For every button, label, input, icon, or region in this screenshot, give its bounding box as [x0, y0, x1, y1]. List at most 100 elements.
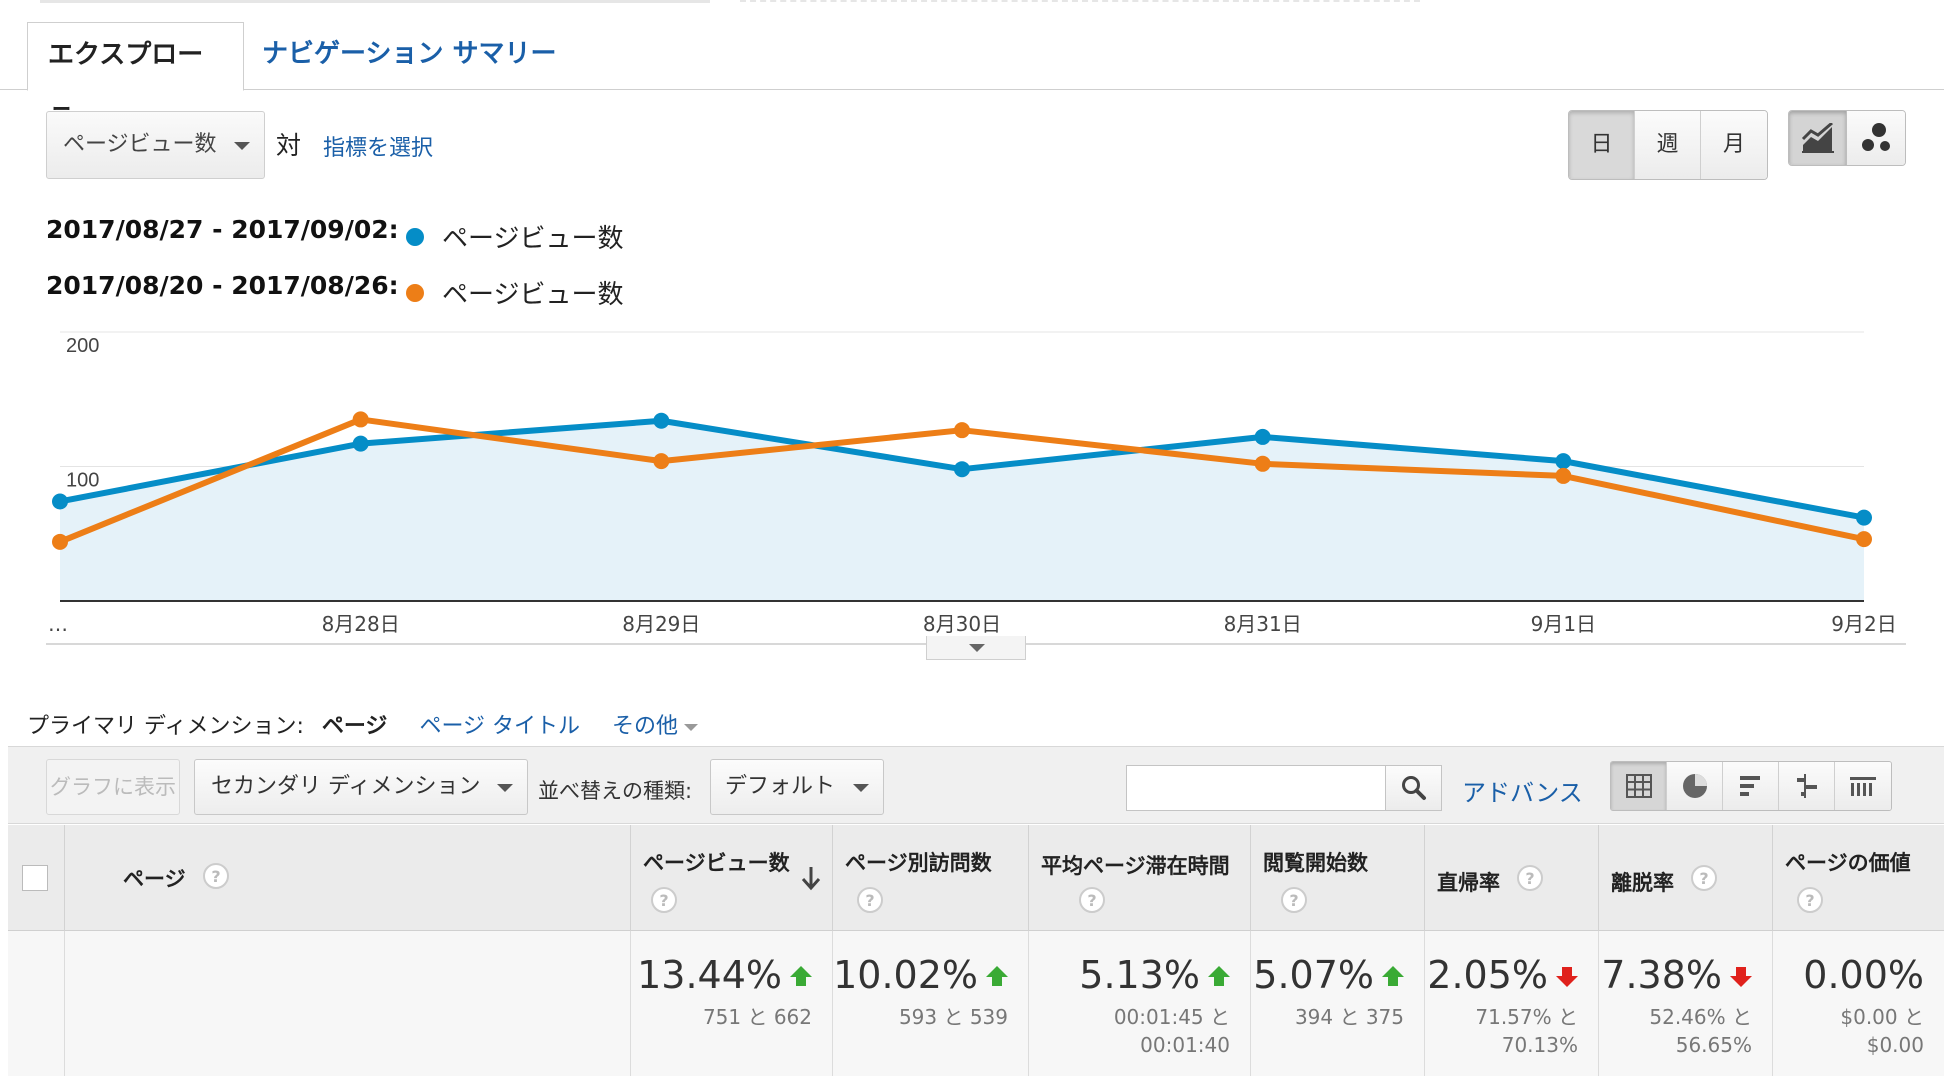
summary-page-value: 0.00% $0.00 と $0.00 — [1772, 931, 1944, 1076]
primary-dimension-page[interactable]: ページ — [321, 714, 388, 739]
primary-metric-label: ページビュー数 — [63, 132, 217, 157]
summary-page-cell — [64, 931, 630, 1076]
header-pageviews[interactable]: ページビュー数 ? — [630, 825, 832, 931]
header-entrances[interactable]: 閲覧開始数 ? — [1250, 825, 1424, 931]
motion-chart-icon[interactable] — [1847, 111, 1905, 165]
change-percent: 2.05% — [1427, 953, 1548, 997]
help-icon[interactable]: ? — [1797, 887, 1823, 913]
period-month-button[interactable]: 月 — [1701, 111, 1767, 179]
comparison-values-2: $0.00 — [1866, 1033, 1924, 1057]
versus-label: 対 — [276, 131, 302, 160]
line-chart-icon[interactable] — [1789, 111, 1847, 165]
x-tick-label: 8月31日 — [1224, 612, 1302, 636]
comparison-values: 00:01:45 と — [1113, 1005, 1230, 1029]
data-point — [653, 412, 670, 429]
legend-range-current: 2017/08/27 - 2017/09/02: — [46, 215, 399, 244]
chevron-down-icon — [969, 644, 985, 652]
advanced-filter-link[interactable]: アドバンス — [1462, 779, 1583, 807]
collapse-chart-button[interactable] — [926, 636, 1026, 660]
performance-view-icon[interactable] — [1723, 762, 1779, 810]
change-percent: 7.38% — [1601, 953, 1722, 997]
table-view-icon[interactable] — [1611, 762, 1667, 810]
period-week-button[interactable]: 週 — [1635, 111, 1701, 179]
up-arrow-icon — [790, 965, 812, 986]
header-label: 閲覧開始数 — [1263, 851, 1368, 875]
help-icon[interactable]: ? — [1281, 887, 1307, 913]
legend-item-current: ページビュー数 — [406, 218, 623, 255]
header-label: ページの価値 — [1785, 851, 1911, 875]
data-point — [1254, 428, 1271, 445]
y-tick-label: 200 — [66, 335, 99, 357]
legend-range-previous: 2017/08/20 - 2017/08/26: — [46, 271, 399, 300]
series-area — [60, 420, 1864, 601]
data-point — [1555, 467, 1572, 484]
secondary-dimension-dropdown[interactable]: セカンダリ ディメンション — [194, 759, 528, 815]
primary-metric-dropdown[interactable]: ページビュー数 — [46, 111, 265, 179]
sort-descending-icon[interactable] — [801, 865, 821, 891]
select-all-checkbox[interactable] — [22, 865, 48, 891]
table-search-input[interactable] — [1126, 765, 1386, 811]
plot-rows-button[interactable]: グラフに表示 — [46, 759, 180, 815]
change-percent: 13.44% — [637, 953, 782, 997]
x-tick-label: 8月30日 — [923, 612, 1001, 636]
header-page-value[interactable]: ページの価値 ? — [1772, 825, 1944, 931]
search-button[interactable] — [1386, 765, 1442, 811]
pivot-view-icon[interactable] — [1835, 762, 1891, 810]
summary-pageviews: 13.44% 751 と 662 — [630, 931, 832, 1076]
header-avg-time-on-page[interactable]: 平均ページ滞在時間 ? — [1028, 825, 1250, 931]
select-all-cell — [8, 825, 64, 931]
header-label: ページ — [123, 867, 186, 891]
x-tick-label: 8月28日 — [322, 612, 400, 636]
down-arrow-icon — [1556, 966, 1578, 987]
help-icon[interactable]: ? — [1079, 887, 1105, 913]
pageviews-line-chart: 200 100 … 8月28日 8月29日 8月30日 8月31日 9月1日 9月2日 — [48, 331, 1897, 636]
up-arrow-icon — [1208, 965, 1230, 986]
legend-dot-icon — [406, 227, 424, 246]
primary-dimension-other[interactable]: その他 — [612, 708, 699, 740]
x-tick-label: 8月29日 — [622, 612, 700, 636]
header-unique-pageviews[interactable]: ページ別訪問数 ? — [832, 825, 1028, 931]
header-exit-rate[interactable]: 離脱率 ? — [1598, 825, 1772, 931]
change-percent: 0.00% — [1803, 953, 1924, 997]
sort-type-label: 並べ替えの種類: — [538, 779, 693, 803]
data-point — [1856, 531, 1872, 548]
data-point — [1555, 453, 1572, 470]
comparison-values: 593 と 539 — [898, 1005, 1008, 1029]
summary-entrances: 5.07% 394 と 375 — [1250, 931, 1424, 1076]
pie-view-icon[interactable] — [1667, 762, 1723, 810]
header-bounce-rate[interactable]: 直帰率 ? — [1424, 825, 1598, 931]
select-metric-link[interactable]: 指標を選択 — [323, 136, 434, 161]
legend-series-label: ページビュー数 — [442, 224, 624, 254]
period-day-button[interactable]: 日 — [1569, 111, 1635, 179]
tab-navigation-summary[interactable]: ナビゲーション サマリー — [262, 39, 557, 69]
comparison-values: 751 と 662 — [702, 1005, 812, 1029]
legend-dot-icon — [406, 283, 424, 302]
help-icon[interactable]: ? — [651, 887, 677, 913]
summary-row: 13.44% 751 と 662 10.02% 593 と 539 5.13% … — [8, 931, 1944, 1076]
chart-type-toggle — [1788, 110, 1906, 166]
up-arrow-icon — [986, 965, 1008, 986]
header-label: ページ別訪問数 — [845, 851, 992, 875]
help-icon[interactable]: ? — [857, 887, 883, 913]
tab-explorer[interactable]: エクスプローラ — [27, 22, 244, 134]
primary-dimension-label: プライマリ ディメンション: — [27, 714, 304, 739]
period-toggle: 日 週 月 — [1568, 110, 1768, 180]
help-icon[interactable]: ? — [203, 863, 229, 889]
data-point — [954, 461, 970, 478]
sort-type-dropdown[interactable]: デフォルト — [710, 759, 884, 815]
summary-unique-pageviews: 10.02% 593 と 539 — [832, 931, 1028, 1076]
primary-dimension-page-title[interactable]: ページ タイトル — [419, 714, 580, 739]
header-label: ページビュー数 — [643, 851, 790, 875]
summary-avg-time: 5.13% 00:01:45 と 00:01:40 — [1028, 931, 1250, 1076]
summary-bounce-rate: 2.05% 71.57% と 70.13% — [1424, 931, 1598, 1076]
header-label: 離脱率 — [1611, 871, 1674, 895]
change-percent: 5.13% — [1079, 953, 1200, 997]
secondary-dimension-label: セカンダリ ディメンション — [211, 774, 481, 799]
chevron-down-icon — [853, 784, 869, 792]
data-point — [52, 493, 68, 510]
help-icon[interactable]: ? — [1517, 865, 1543, 891]
table-header: ページ ? ページビュー数 ? ページ別訪問数 ? 平均ページ滞在時間 ? 閲覧… — [8, 825, 1944, 931]
help-icon[interactable]: ? — [1691, 865, 1717, 891]
comparison-view-icon[interactable] — [1779, 762, 1835, 810]
header-page[interactable]: ページ ? — [64, 825, 630, 931]
